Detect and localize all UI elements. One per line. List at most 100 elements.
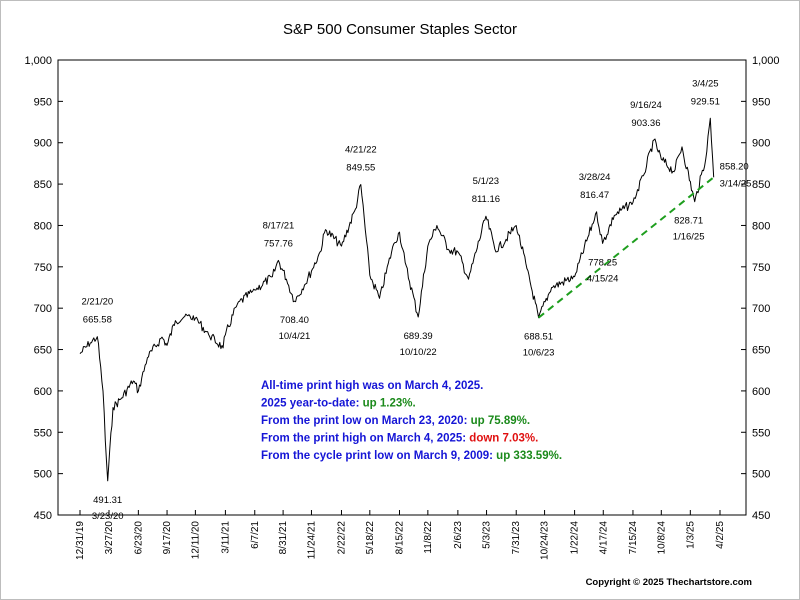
annotation-value: 903.36	[631, 118, 660, 129]
stats-highlight: up 1.23%.	[359, 398, 415, 410]
annotation-date: 10/10/22	[400, 347, 437, 358]
x-tick-label: 2/6/23	[453, 521, 464, 549]
stats-label: 2025 year-to-date:	[261, 398, 359, 410]
y-axis-right: 1,000 950 900 850 800 750 700 650 600 550 500 450	[741, 55, 780, 522]
y-tick-label-left: 900	[34, 138, 52, 150]
annotation-value: 811.16	[472, 194, 500, 205]
copyright-note: Copyright © 2025 Thechartstore.com	[586, 577, 752, 588]
y-tick-label-left: 850	[34, 179, 52, 191]
y-tick-label-right: 450	[752, 510, 770, 522]
x-tick-label: 12/31/19	[75, 521, 86, 560]
y-tick-label-left: 450	[34, 510, 52, 522]
x-tick-label: 7/15/24	[628, 521, 639, 555]
price-series-line	[79, 117, 715, 482]
x-tick-label: 6/7/21	[250, 521, 261, 549]
peak-trough-annotations: 2/21/20 665.58 491.31 3/23/20 8/17/21 757.76 7…	[81, 78, 751, 522]
x-tick-label: 4/2/25	[715, 521, 726, 549]
annotation-value: 929.51	[691, 96, 720, 107]
annotation-date: 9/16/24	[630, 100, 662, 111]
stats-label: From the cycle print low on March 9, 200…	[261, 450, 493, 462]
y-tick-label-right: 1,000	[752, 55, 780, 67]
x-axis: 12/31/19 3/27/20 6/23/20 9/17/20 12/11/20 3/1…	[75, 510, 726, 560]
annotation-value: 689.39	[404, 331, 433, 342]
y-tick-label-left: 700	[34, 303, 52, 315]
annotation-value: 757.76	[264, 238, 293, 249]
plot-area	[57, 59, 747, 516]
annotation-value: 665.58	[83, 315, 112, 326]
y-tick-label-left: 750	[34, 262, 52, 274]
performance-stats: All-time print high was on March 4, 2025…	[261, 380, 562, 462]
x-tick-label: 11/8/22	[423, 521, 434, 554]
x-tick-label: 1/22/24	[570, 521, 581, 555]
stats-line: From the print high on March 4, 2025: do…	[261, 433, 538, 445]
y-tick-label-right: 900	[752, 138, 770, 150]
x-tick-label: 3/27/20	[104, 521, 115, 555]
annotation-date: 2/21/20	[81, 297, 113, 308]
annotation-value: 828.71	[674, 216, 703, 227]
y-tick-label-left: 600	[34, 386, 52, 398]
stats-line: 2025 year-to-date: up 1.23%.	[261, 398, 416, 410]
y-tick-label-right: 550	[752, 427, 770, 439]
annotation-value: 858.20	[720, 161, 749, 172]
y-tick-label-left: 500	[34, 469, 52, 481]
x-tick-label: 5/18/22	[365, 521, 376, 555]
y-tick-label-right: 850	[752, 179, 770, 191]
stats-highlight: up 75.89%.	[467, 415, 530, 427]
y-tick-label-left: 950	[34, 96, 52, 108]
annotation-value: 491.31	[93, 495, 122, 506]
y-tick-label-right: 700	[752, 303, 770, 315]
x-tick-label: 12/11/20	[190, 521, 201, 560]
annotation-value: 708.40	[280, 315, 309, 326]
y-tick-label-right: 600	[752, 386, 770, 398]
annotation-value: 816.47	[580, 190, 609, 201]
annotation-date: 3/4/25	[692, 78, 718, 89]
annotation-date: 3/14/25	[720, 178, 752, 189]
annotation-date: 3/28/24	[579, 172, 611, 183]
annotation-value: 778.25	[588, 257, 617, 268]
x-tick-label: 4/17/24	[598, 521, 609, 555]
stats-line: From the print low on March 23, 2020: up…	[261, 415, 530, 427]
annotation-date: 8/17/21	[263, 220, 295, 231]
stats-highlight: up 333.59%.	[493, 450, 562, 462]
x-tick-label: 7/31/23	[511, 521, 522, 555]
x-tick-label: 10/24/23	[540, 521, 551, 560]
x-tick-label: 11/24/21	[306, 521, 317, 560]
stats-label: From the print low on March 23, 2020:	[261, 415, 467, 427]
y-tick-label-left: 650	[34, 345, 52, 357]
y-tick-label-right: 650	[752, 345, 770, 357]
chart-title: S&P 500 Consumer Staples Sector	[283, 21, 517, 38]
x-tick-label: 6/23/20	[133, 521, 144, 555]
support-trendline	[537, 176, 715, 319]
stats-line: From the cycle print low on March 9, 200…	[261, 450, 562, 462]
x-tick-label: 2/22/22	[336, 521, 347, 555]
annotation-date: 4/21/22	[345, 144, 377, 155]
annotation-date: 5/1/23	[473, 176, 499, 187]
annotation-value: 688.51	[524, 332, 553, 343]
y-axis-left: 1,000 950 900 850 800 750 700 650 600 550 500 450	[24, 55, 63, 522]
x-tick-label: 5/3/23	[482, 521, 493, 549]
x-tick-label: 8/31/21	[278, 521, 289, 555]
stats-highlight: down 7.03%.	[466, 433, 538, 445]
annotation-date: 1/16/25	[673, 232, 705, 243]
x-tick-label: 1/3/25	[685, 521, 696, 549]
stats-line: All-time print high was on March 4, 2025…	[261, 380, 483, 392]
annotation-date: 10/6/23	[523, 348, 555, 359]
y-tick-label-right: 950	[752, 96, 770, 108]
y-tick-label-right: 500	[752, 469, 770, 481]
annotation-date: 3/23/20	[92, 511, 124, 522]
x-tick-label: 8/15/22	[394, 521, 405, 555]
y-tick-label-left: 1,000	[24, 55, 52, 67]
x-tick-label: 3/11/21	[220, 521, 231, 554]
y-tick-label-left: 800	[34, 220, 52, 232]
annotation-value: 849.55	[346, 162, 375, 173]
y-tick-label-left: 550	[34, 427, 52, 439]
x-tick-label: 9/17/20	[162, 521, 173, 555]
stats-label: From the print high on March 4, 2025:	[261, 433, 466, 445]
stats-label: All-time print high was on March 4, 2025…	[261, 380, 483, 392]
y-tick-label-right: 750	[752, 262, 770, 274]
y-tick-label-right: 800	[752, 220, 770, 232]
annotation-date: 10/4/21	[279, 331, 311, 342]
x-tick-label: 10/8/24	[656, 521, 667, 555]
annotation-date: 4/15/24	[587, 273, 619, 284]
